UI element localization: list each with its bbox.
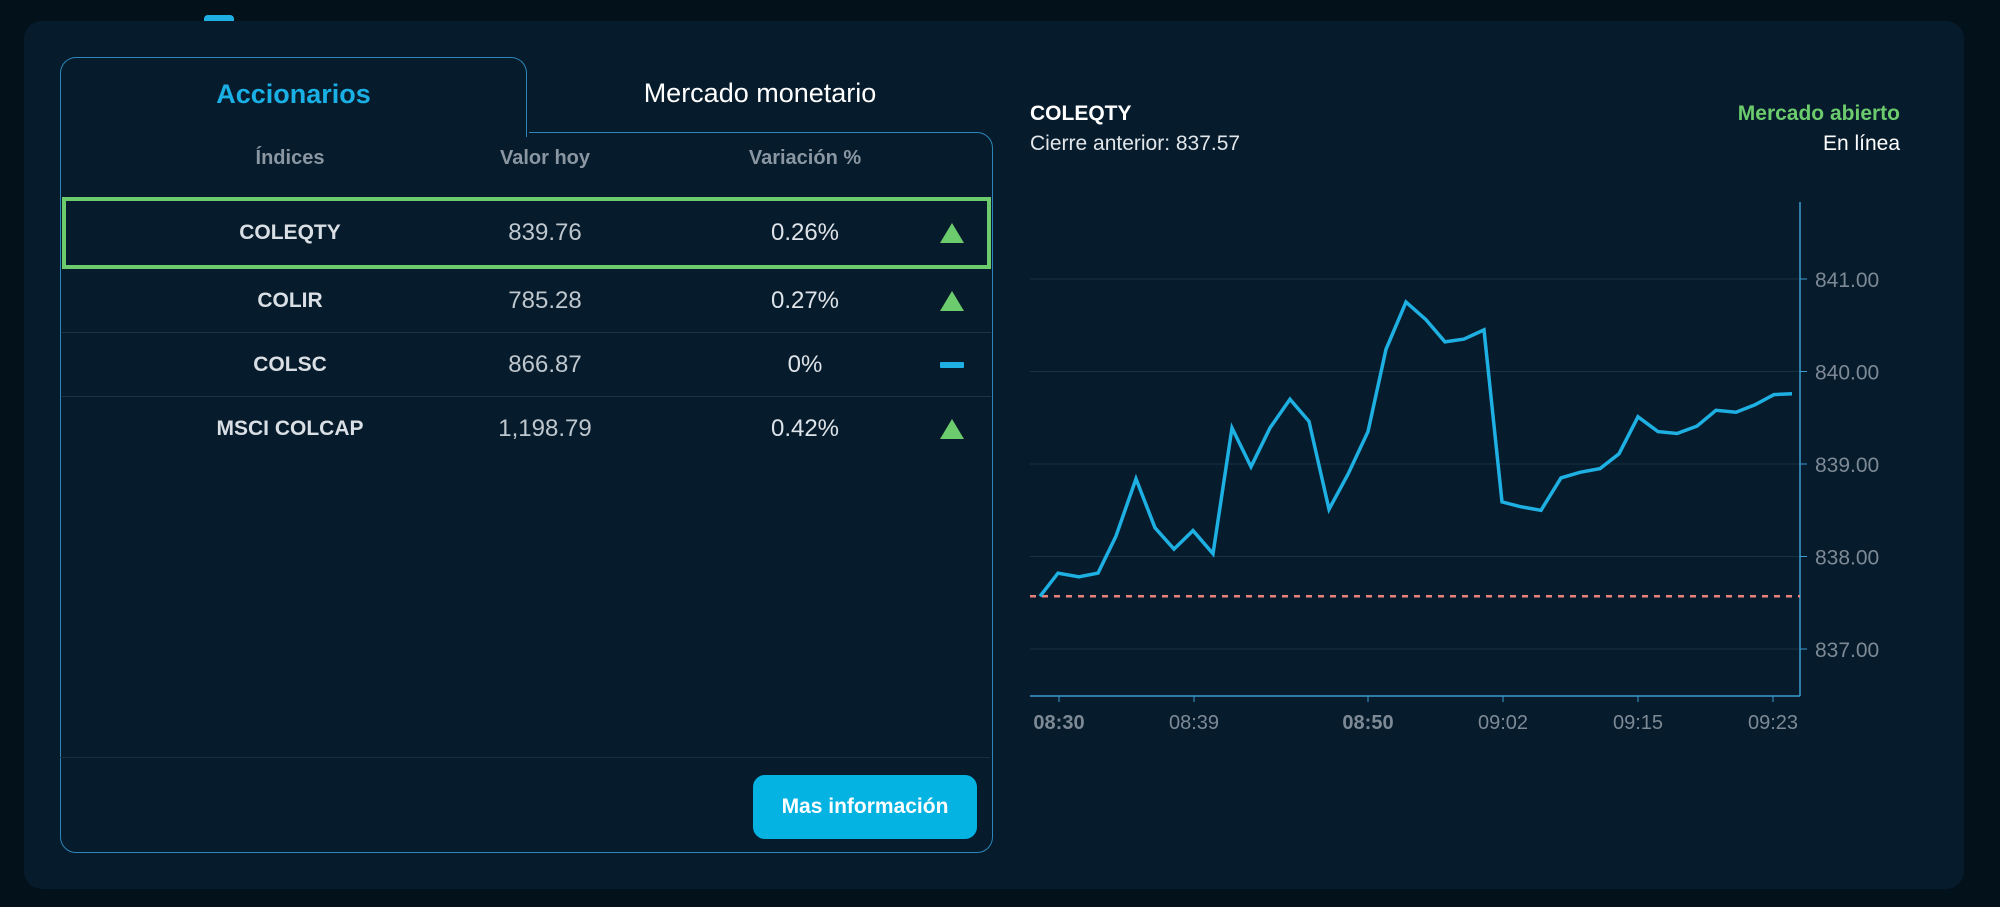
row-name: COLEQTY (239, 221, 341, 244)
y-tick-label: 837.00 (1815, 639, 1879, 662)
row-value: 1,198.79 (498, 415, 592, 442)
indices-card (24, 21, 1964, 889)
triangle-up-icon (940, 223, 964, 243)
row-variation: 0.26% (770, 219, 840, 246)
x-tick-label: 09:23 (1748, 712, 1798, 734)
row-value: 866.87 (508, 350, 582, 378)
row-variation: 0.42% (770, 415, 840, 442)
chart-title: COLEQTY (1030, 102, 1132, 125)
tab-accionarios[interactable]: Accionarios (60, 57, 527, 137)
dash-icon (940, 361, 964, 368)
tab-accionarios-label: Accionarios (216, 79, 371, 109)
triangle-up-icon (940, 419, 964, 439)
y-tick-label: 838.00 (1815, 547, 1879, 570)
x-tick-label: 08:50 (1342, 712, 1393, 734)
row-name: MSCI COLCAP (216, 417, 364, 440)
indices-table-body: COLEQTY 839.76 0.26% COLIR 785.28 0.27% … (62, 197, 991, 461)
row-value: 839.76 (508, 219, 582, 246)
y-tick-label: 840.00 (1815, 362, 1879, 385)
row-name: COLIR (257, 288, 323, 312)
row-variation: 0.27% (770, 286, 840, 314)
previous-close: Cierre anterior: 837.57 (1030, 132, 1241, 155)
table-row-colir[interactable]: COLIR 785.28 0.27% (62, 269, 991, 333)
y-tick-label: 841.00 (1815, 269, 1879, 292)
footer-divider (60, 757, 990, 758)
row-variation: 0% (787, 350, 823, 378)
table-row-coleqty[interactable]: COLEQTY 839.76 0.26% (62, 197, 991, 269)
tab-mercado-monetario-label: Mercado monetario (643, 78, 877, 108)
top-tab-indicator (204, 15, 234, 22)
mas-informacion-button[interactable]: Mas información (753, 775, 977, 839)
row-value: 785.28 (508, 286, 582, 314)
price-series-line (1038, 299, 1793, 598)
header-indices: Índices (255, 147, 325, 169)
connection-status: En línea (1822, 132, 1900, 155)
x-tick-label: 08:30 (1033, 712, 1084, 734)
x-tick-label: 08:39 (1169, 712, 1219, 734)
header-valor-hoy: Valor hoy (499, 147, 591, 169)
triangle-up-icon (940, 290, 964, 311)
market-status: Mercado abierto (1737, 102, 1900, 125)
row-name: COLSC (253, 352, 327, 376)
tab-mercado-monetario[interactable]: Mercado monetario (527, 57, 993, 132)
table-row-colsc[interactable]: COLSC 866.87 0% (62, 333, 991, 397)
table-row-msci-colcap[interactable]: MSCI COLCAP 1,198.79 0.42% (62, 397, 991, 461)
y-tick-label: 839.00 (1815, 454, 1879, 477)
table-header: Índices Valor hoy Variación % (60, 147, 993, 197)
x-tick-label: 09:15 (1613, 712, 1663, 734)
x-tick-label: 09:02 (1478, 712, 1528, 734)
indices-panel: Accionarios Mercado monetario Índices Va… (59, 57, 993, 853)
header-variacion: Variación % (748, 147, 862, 169)
